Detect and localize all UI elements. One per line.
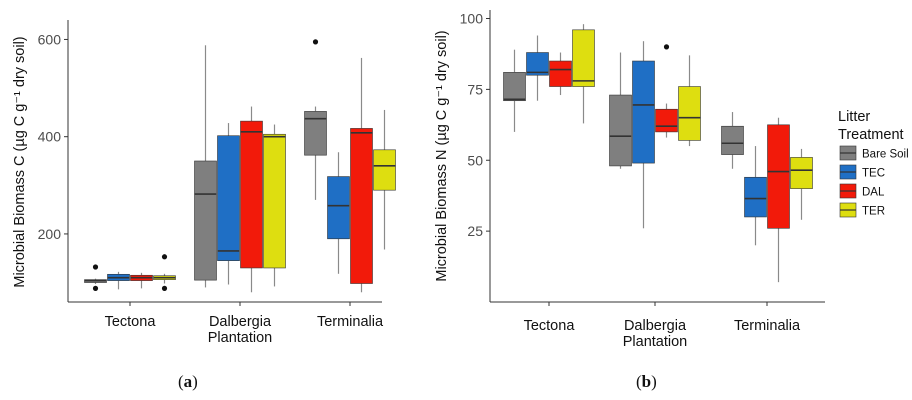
y-tick-label: 400: [38, 129, 62, 145]
panel-a-caption: (a): [178, 372, 198, 391]
y-tick-label: 75: [467, 81, 483, 97]
panel-b-caption: (b): [636, 372, 657, 391]
x-tick-label: Plantation: [623, 334, 688, 350]
box-dal: [350, 128, 373, 284]
box-dal: [549, 60, 572, 87]
x-tick-label: Tectona: [524, 318, 576, 334]
outlier-point: [312, 39, 319, 45]
outlier-point: [92, 285, 99, 291]
y-axis-label: Microbial Biomass C (µg C g⁻¹ dry soil): [12, 36, 28, 287]
x-tick-label: Dalbergia: [209, 314, 272, 330]
outlier-point: [161, 254, 168, 260]
box-ter: [790, 157, 813, 189]
box-ter: [572, 29, 595, 87]
legend-label: TEC: [862, 168, 885, 180]
y-tick-label: 200: [38, 226, 62, 242]
x-tick-label: Dalbergia: [624, 318, 687, 334]
legend-title-line2: Treatment: [838, 127, 904, 143]
legend-label: DAL: [862, 187, 885, 199]
box-bare-soil: [503, 72, 526, 102]
box-dal: [767, 124, 790, 229]
box-tec: [632, 60, 655, 164]
y-tick-label: 25: [467, 223, 483, 239]
box-tec: [327, 176, 350, 240]
box-tec: [217, 135, 240, 261]
box-ter: [263, 133, 286, 269]
box-bare-soil: [194, 160, 217, 281]
outlier-point: [161, 285, 168, 291]
y-tick-label: 600: [38, 31, 62, 47]
box-dal: [655, 108, 678, 133]
box-bare-soil: [721, 125, 744, 155]
y-axis-label: Microbial Biomass N (µg C g⁻¹ dry soil): [434, 30, 450, 281]
y-tick-label: 50: [467, 152, 483, 168]
outlier-point: [92, 264, 99, 270]
legend-label: TER: [862, 206, 885, 218]
x-tick-label: Terminalia: [317, 314, 384, 330]
legend-label: Bare Soil: [862, 149, 909, 161]
box-ter: [373, 149, 396, 191]
x-tick-label: Terminalia: [734, 318, 801, 334]
x-tick-label: Plantation: [208, 330, 273, 346]
box-tec: [744, 176, 767, 218]
x-tick-label: Tectona: [105, 314, 157, 330]
box-bare-soil: [609, 94, 632, 167]
outlier-point: [663, 44, 670, 50]
legend-title-line1: Litter: [838, 109, 870, 125]
box-bare-soil: [304, 111, 327, 156]
y-tick-label: 100: [460, 11, 484, 27]
box-ter: [678, 86, 701, 141]
box-dal: [240, 120, 263, 269]
box-tec: [526, 52, 549, 76]
